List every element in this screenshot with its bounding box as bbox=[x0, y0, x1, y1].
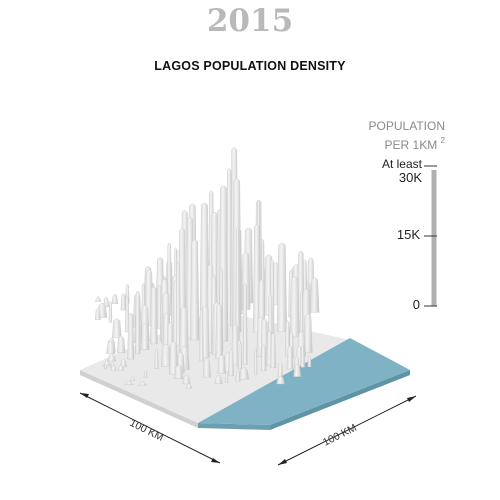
legend-title-line1: POPULATION bbox=[368, 119, 445, 133]
density-spike bbox=[235, 369, 241, 382]
terrain-left-side bbox=[80, 370, 198, 428]
density-spike bbox=[140, 323, 150, 350]
density-spike bbox=[238, 367, 249, 380]
density-spike bbox=[120, 358, 127, 368]
density-spike bbox=[202, 358, 211, 378]
dimension-left-arrow-start bbox=[80, 393, 89, 398]
density-spike bbox=[107, 353, 117, 362]
density-spike bbox=[289, 276, 300, 338]
density-spikes bbox=[94, 147, 320, 389]
density-spike bbox=[214, 374, 223, 384]
density-spike bbox=[154, 348, 159, 369]
density-spike bbox=[231, 324, 240, 366]
dimension-left-arrow-end bbox=[211, 458, 220, 463]
density-spike bbox=[277, 362, 284, 377]
legend-title: POPULATION PER 1KM 2 bbox=[369, 119, 445, 153]
legend-label-max: At least 30K bbox=[382, 157, 422, 185]
density-spike bbox=[120, 293, 127, 311]
density-spike bbox=[110, 364, 117, 371]
legend-title-superscript: 2 bbox=[440, 136, 445, 145]
density-spike bbox=[235, 226, 240, 348]
legend-label-max-line1: At least bbox=[381, 157, 422, 171]
density-spike bbox=[175, 262, 181, 346]
density-spike bbox=[226, 168, 233, 325]
density-spike bbox=[111, 318, 122, 339]
density-spike bbox=[199, 308, 204, 362]
density-spike bbox=[106, 341, 116, 355]
density-spike bbox=[286, 345, 294, 370]
density-spike bbox=[95, 296, 102, 302]
density-spike bbox=[150, 286, 158, 345]
density-spike bbox=[111, 293, 119, 304]
density-spike bbox=[182, 374, 191, 385]
density-spike bbox=[190, 239, 200, 341]
density-spike bbox=[228, 349, 234, 377]
dimension-left-label: 100 KM bbox=[128, 417, 166, 444]
year-heading: 2015 bbox=[206, 3, 294, 39]
density-spike bbox=[310, 277, 320, 313]
dimension-right-label: 100 KM bbox=[321, 422, 359, 449]
density-spike bbox=[307, 355, 312, 368]
density-spike bbox=[300, 345, 305, 368]
density-spike bbox=[103, 296, 110, 307]
legend-label-min: 0 bbox=[412, 297, 420, 312]
density-spike bbox=[108, 301, 113, 323]
density-spike bbox=[117, 364, 125, 371]
density-spike bbox=[276, 375, 285, 385]
density-spike bbox=[174, 364, 184, 379]
dimension-right-arrow-start bbox=[278, 459, 287, 465]
density-spike bbox=[276, 242, 288, 332]
water-right-side bbox=[270, 370, 410, 430]
density-spike bbox=[303, 313, 313, 353]
density-spike bbox=[242, 283, 248, 365]
density-spike bbox=[125, 295, 130, 333]
density-spike bbox=[160, 343, 172, 367]
density-spike bbox=[168, 341, 179, 375]
density-spike bbox=[127, 312, 135, 360]
water-left-side bbox=[198, 423, 270, 430]
chart-title: LAGOS POPULATION DENSITY bbox=[154, 59, 346, 73]
density-spike bbox=[299, 290, 304, 342]
density-spike bbox=[103, 363, 108, 369]
density-spike bbox=[224, 372, 229, 383]
density-spike bbox=[293, 364, 302, 377]
density-spike bbox=[123, 380, 135, 385]
dimension-left-line bbox=[79, 392, 221, 464]
legend-title-line2: PER 1KM 2 bbox=[369, 134, 445, 153]
density-spike bbox=[254, 349, 258, 375]
density-spike bbox=[217, 354, 226, 374]
legend-scale bbox=[424, 165, 437, 307]
water-surface bbox=[198, 338, 410, 425]
density-spike bbox=[94, 308, 101, 320]
density-spike bbox=[270, 333, 276, 369]
density-spike bbox=[116, 335, 126, 353]
density-spike bbox=[238, 343, 242, 369]
legend-label-mid: 15K bbox=[396, 227, 420, 242]
density-spike bbox=[143, 370, 148, 378]
legend-title-unit: PER 1KM bbox=[384, 138, 438, 152]
dimension-right-arrow-end bbox=[407, 396, 416, 402]
density-spike bbox=[199, 202, 210, 328]
density-spike bbox=[185, 383, 193, 389]
legend-label-max-line2: 30K bbox=[398, 170, 422, 185]
density-spike bbox=[135, 290, 141, 354]
density-spike bbox=[260, 344, 267, 372]
density-spike bbox=[129, 376, 136, 381]
density-spike bbox=[138, 381, 148, 386]
density-spike bbox=[215, 303, 223, 359]
terrain-block bbox=[80, 310, 410, 430]
dimension-right-line bbox=[277, 395, 417, 466]
terrain-top bbox=[80, 310, 350, 423]
